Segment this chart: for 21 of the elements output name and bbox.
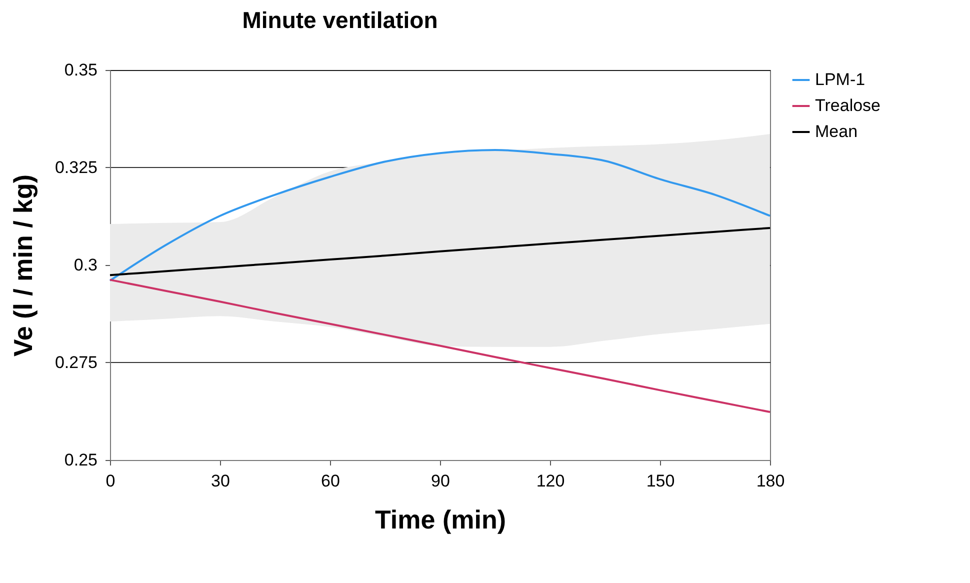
x-axis-title: Time (min) bbox=[375, 504, 506, 534]
line-series bbox=[109, 148, 771, 282]
x-tick-label: 180 bbox=[756, 472, 785, 490]
x-tick-label: 120 bbox=[536, 472, 565, 490]
x-tick-label: 30 bbox=[211, 472, 230, 490]
legend-label: Trealose bbox=[815, 96, 881, 115]
y-tick-label: 0.275 bbox=[54, 353, 98, 372]
y-axis-title: Ve (l / min / kg) bbox=[8, 174, 38, 357]
legend-label: LPM-1 bbox=[815, 70, 866, 89]
line-series bbox=[109, 226, 771, 276]
x-tick-label: 0 bbox=[106, 472, 116, 490]
y-tick-label: 0.35 bbox=[64, 60, 98, 80]
x-tick-label: 90 bbox=[431, 472, 450, 490]
line-series bbox=[109, 278, 771, 414]
y-tick-label: 0.325 bbox=[54, 158, 98, 177]
chart-title: Minute ventilation bbox=[242, 7, 438, 33]
y-tick-label: 0.3 bbox=[74, 256, 98, 274]
legend-label: Mean bbox=[815, 122, 858, 141]
x-tick-label: 60 bbox=[321, 472, 340, 490]
y-tick-label: 0.25 bbox=[64, 450, 98, 470]
x-tick-label: 150 bbox=[646, 472, 675, 490]
